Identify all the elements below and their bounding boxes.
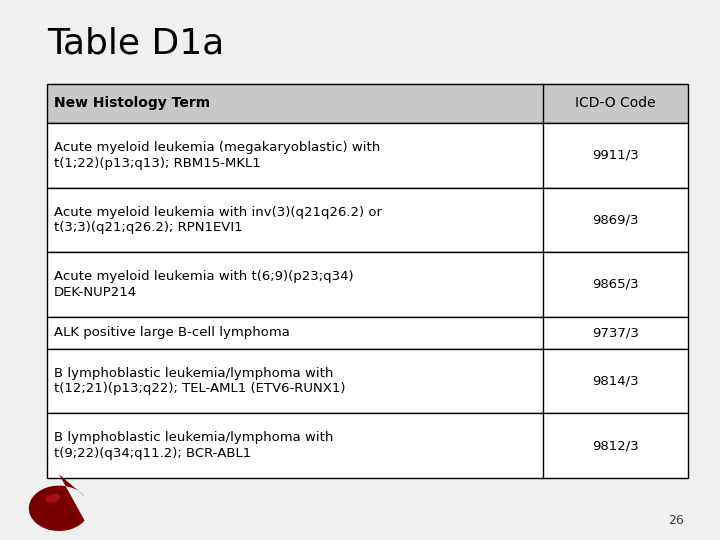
Text: 9865/3: 9865/3: [592, 278, 639, 291]
Text: 9737/3: 9737/3: [592, 326, 639, 339]
Text: ALK positive large B-cell lymphoma: ALK positive large B-cell lymphoma: [54, 326, 290, 339]
Text: 9814/3: 9814/3: [592, 375, 639, 388]
Text: New Histology Term: New Histology Term: [54, 97, 210, 110]
Text: 26: 26: [668, 514, 684, 526]
Text: 9869/3: 9869/3: [593, 213, 639, 226]
Polygon shape: [29, 474, 84, 531]
Text: Acute myeloid leukemia with inv(3)(q21q26.2) or
t(3;3)(q21;q26.2); RPN1EVI1: Acute myeloid leukemia with inv(3)(q21q2…: [54, 206, 382, 234]
Text: Table D1a: Table D1a: [47, 27, 224, 61]
Text: 9911/3: 9911/3: [592, 149, 639, 162]
Text: B lymphoblastic leukemia/lymphoma with
t(9;22)(q34;q11.2); BCR-ABL1: B lymphoblastic leukemia/lymphoma with t…: [54, 431, 333, 460]
Bar: [47, 316, 688, 349]
Ellipse shape: [46, 494, 60, 503]
Bar: [47, 84, 688, 123]
Text: Acute myeloid leukemia with t(6;9)(p23;q34)
DEK-NUP214: Acute myeloid leukemia with t(6;9)(p23;q…: [54, 270, 354, 299]
Text: B lymphoblastic leukemia/lymphoma with
t(12;21)(p13;q22); TEL-AML1 (ETV6-RUNX1): B lymphoblastic leukemia/lymphoma with t…: [54, 367, 346, 395]
Text: 9812/3: 9812/3: [592, 439, 639, 452]
Text: Acute myeloid leukemia (megakaryoblastic) with
t(1;22)(p13;q13); RBM15-MKL1: Acute myeloid leukemia (megakaryoblastic…: [54, 141, 380, 170]
Text: ICD-O Code: ICD-O Code: [575, 97, 656, 110]
